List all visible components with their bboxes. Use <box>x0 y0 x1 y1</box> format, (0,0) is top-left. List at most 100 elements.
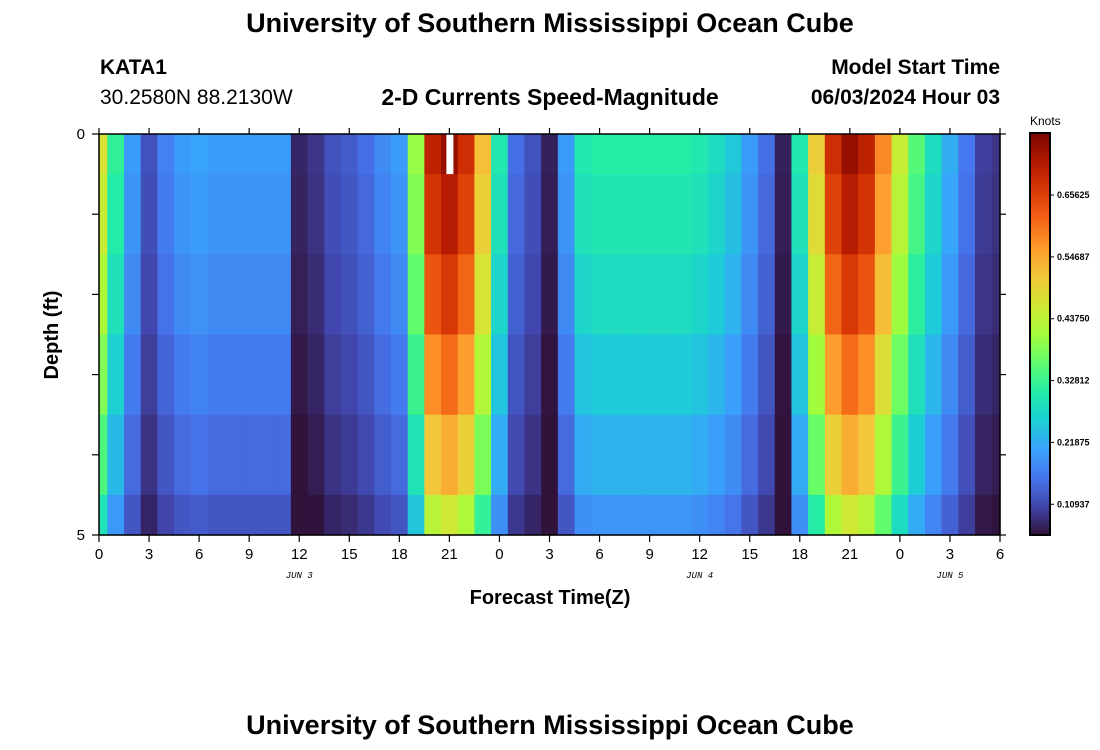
heat-cell <box>174 414 192 496</box>
heat-cell <box>841 174 859 255</box>
heat-cell <box>741 494 759 536</box>
heat-cell <box>307 414 325 496</box>
date-label: JUN 3 <box>286 571 314 581</box>
heat-cell <box>357 254 375 336</box>
heat-cell <box>557 134 576 175</box>
heat-cell <box>974 334 993 416</box>
heat-cell <box>641 334 659 416</box>
heat-cell <box>724 174 742 255</box>
heat-cell <box>758 174 776 255</box>
x-tick-label: 21 <box>441 546 458 563</box>
current-speed-plot: 0 3 6 9 12 15 18 21 0 3 6 9 12 15 18 21 0 3 6 JUN 3 JUN 4 JUN… <box>41 114 1090 609</box>
heat-cell <box>207 134 225 175</box>
heat-cell <box>841 254 859 336</box>
heat-cell <box>407 134 425 175</box>
heat-cell <box>641 174 659 255</box>
heat-cell <box>541 174 559 255</box>
heat-cell <box>224 414 242 496</box>
heat-cell <box>374 174 392 255</box>
heat-cell <box>908 134 926 175</box>
heat-cell <box>557 334 576 416</box>
heat-cell <box>491 174 509 255</box>
heat-cell <box>157 494 175 536</box>
heat-cell <box>524 134 542 175</box>
heat-cell <box>657 414 676 496</box>
heat-cell <box>624 134 642 175</box>
heat-cell <box>507 334 526 416</box>
heat-cell <box>741 334 759 416</box>
heat-cell <box>390 414 409 496</box>
heat-cell <box>107 134 125 175</box>
heat-cell <box>407 174 425 255</box>
heat-cell <box>157 414 175 496</box>
heat-cell <box>107 254 125 336</box>
y-axis-title: Depth (ft) <box>41 291 63 380</box>
heat-cell <box>357 334 375 416</box>
heat-cell <box>457 254 476 336</box>
heat-cell <box>874 134 893 175</box>
colorbar-tick-label: 0.43750 <box>1057 314 1090 324</box>
heat-cell <box>874 254 893 336</box>
heat-cell <box>774 334 793 416</box>
heat-cell <box>991 254 1001 336</box>
heat-cell <box>824 174 843 255</box>
heat-cell <box>441 414 459 496</box>
model-start-value: 06/03/2024 Hour 03 <box>810 86 1000 109</box>
heat-cell <box>691 134 709 175</box>
heat-cell <box>390 174 409 255</box>
heat-cell <box>424 334 442 416</box>
heat-cell <box>257 254 275 336</box>
colorbar: 0.10937 0.21875 0.32812 0.43750 0.54687 0.656… <box>1029 132 1090 536</box>
heat-cell <box>124 254 142 336</box>
heat-cell <box>691 414 709 496</box>
heat-cell <box>858 134 876 175</box>
heat-cell <box>441 334 459 416</box>
heat-cell <box>340 254 359 336</box>
x-tick-label: 0 <box>896 546 904 563</box>
heat-cell <box>207 494 225 536</box>
heat-cell <box>240 494 259 536</box>
heat-cell <box>441 174 459 255</box>
heat-cell <box>791 254 809 336</box>
heat-cell <box>974 134 993 175</box>
heat-cell <box>574 174 592 255</box>
heat-cell <box>624 174 642 255</box>
heat-cell <box>240 134 259 175</box>
heat-cell <box>607 334 626 416</box>
heat-cell <box>974 254 993 336</box>
heat-cell <box>974 174 993 255</box>
heat-cell <box>674 254 692 336</box>
heat-cell <box>357 134 375 175</box>
heat-cell <box>457 494 476 536</box>
heat-cell <box>824 254 843 336</box>
heat-cell <box>958 134 976 175</box>
heat-cell <box>240 334 259 416</box>
x-tick-label: 15 <box>741 546 758 563</box>
heat-cell <box>607 254 626 336</box>
heat-cell <box>190 414 209 496</box>
heat-cell <box>824 334 843 416</box>
heat-cell <box>758 414 776 496</box>
heat-cell <box>574 414 592 496</box>
heat-cell <box>274 414 292 496</box>
x-tick-label: 18 <box>791 546 808 563</box>
heat-cell <box>791 134 809 175</box>
heat-cell <box>124 414 142 496</box>
heat-cell <box>507 254 526 336</box>
heat-cell <box>724 254 742 336</box>
heat-cell <box>324 174 342 255</box>
heat-cell <box>324 254 342 336</box>
x-tick-label: 9 <box>245 546 253 563</box>
heat-cell <box>157 334 175 416</box>
heat-cell <box>991 414 1001 496</box>
heat-cell <box>524 494 542 536</box>
heat-cell <box>624 494 642 536</box>
heat-cell <box>641 494 659 536</box>
colorbar-gradient <box>1029 132 1051 536</box>
x-tick-label: 12 <box>691 546 708 563</box>
heat-cell <box>624 334 642 416</box>
heat-cell <box>958 334 976 416</box>
heat-cell <box>674 414 692 496</box>
heat-cell <box>841 494 859 536</box>
heat-cell <box>574 134 592 175</box>
